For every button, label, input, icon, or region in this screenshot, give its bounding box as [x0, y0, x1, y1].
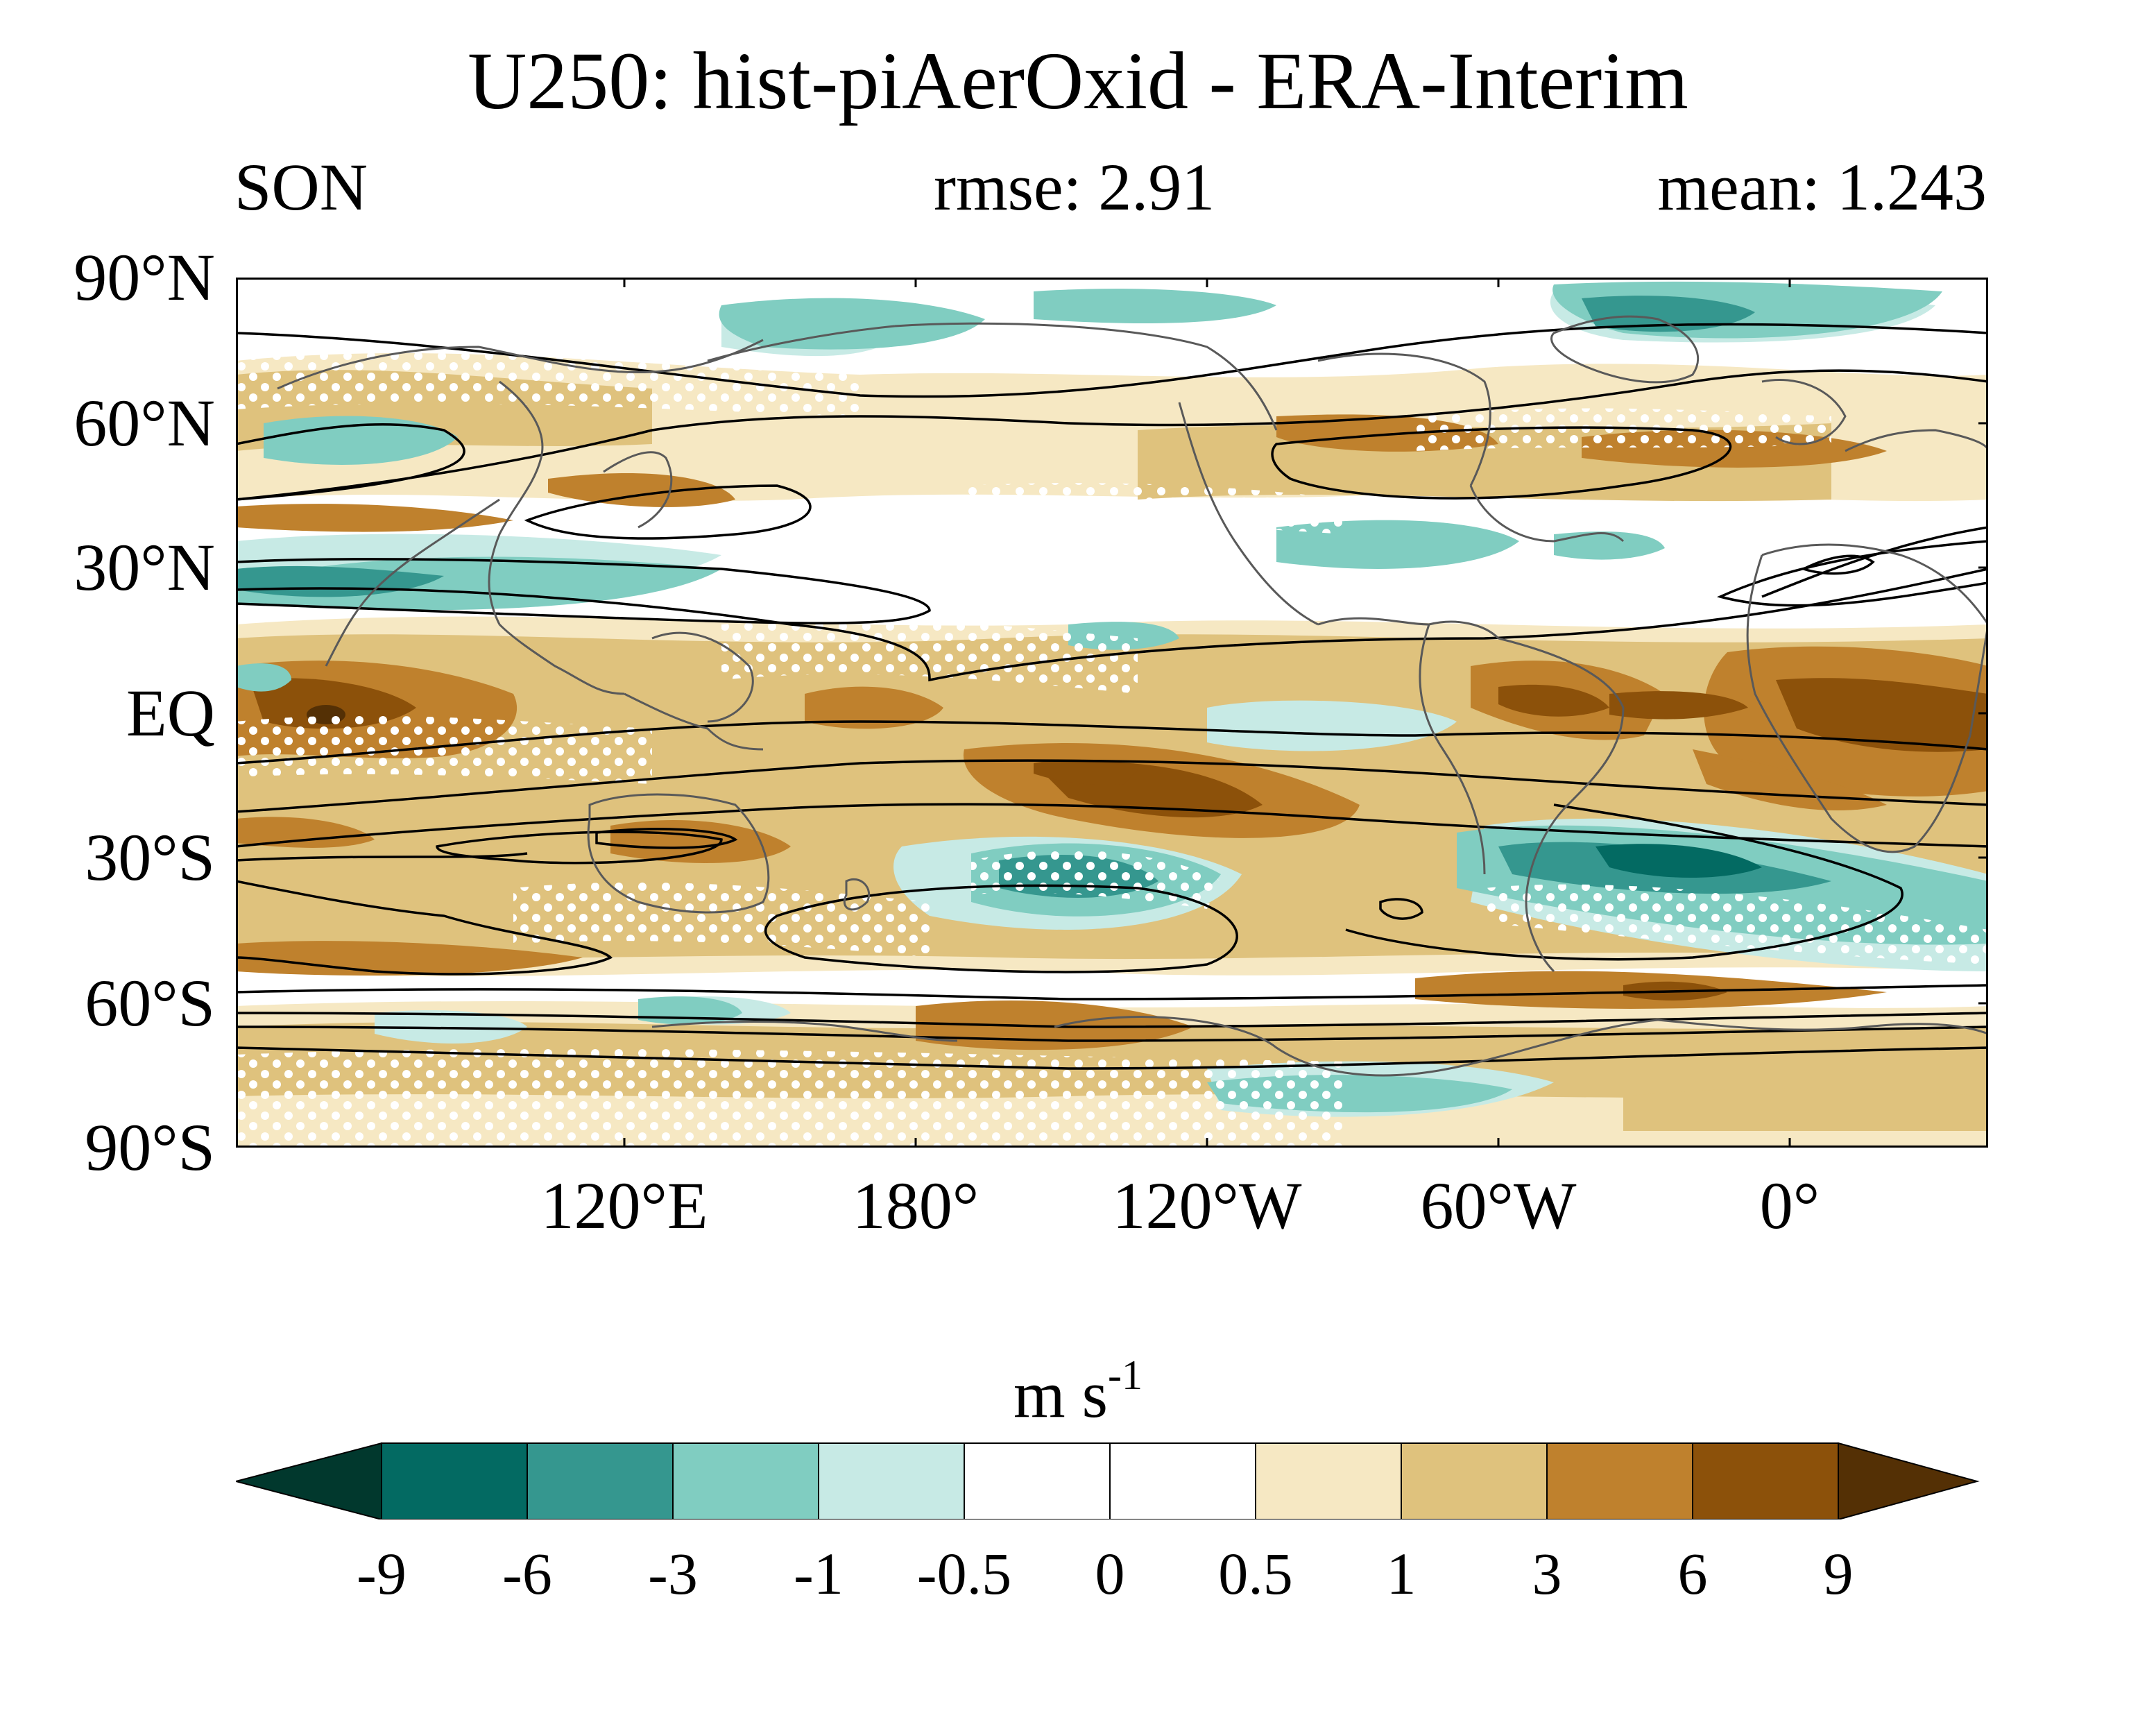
coastlines: [277, 315, 1988, 1077]
lon-label-180: 180°: [852, 1168, 979, 1243]
lat-label-eq: EQ: [126, 676, 215, 750]
lon-label-60w: 60°W: [1420, 1168, 1577, 1243]
colorbar-box: [1401, 1442, 1548, 1519]
lat-label-60s: 60°S: [85, 966, 215, 1040]
colorbar-tick-label: -1: [794, 1540, 844, 1607]
colorbar-tick-label: 6: [1677, 1540, 1708, 1607]
lon-label-0: 0°: [1759, 1168, 1820, 1243]
lat-label-30s: 30°S: [85, 820, 215, 894]
colorbar-extend-low: [236, 1442, 382, 1519]
colorbar-tick-label: -0.5: [916, 1540, 1012, 1607]
map-panel: [236, 278, 1988, 1148]
colorbar-box: [1546, 1442, 1693, 1519]
colorbar-tick-label: 3: [1532, 1540, 1562, 1607]
colorbar-box: [381, 1442, 528, 1519]
rmse-label: rmse: 2.91: [934, 150, 1215, 224]
colorbar: [236, 1442, 1980, 1519]
climatology-contours: [236, 323, 1988, 1070]
colorbar-box: [1692, 1442, 1839, 1519]
significance-stipple: [236, 342, 1988, 1148]
units-exponent: -1: [1108, 1352, 1143, 1398]
lat-label-60n: 60°N: [74, 386, 215, 460]
colorbar-tick-label: 1: [1386, 1540, 1417, 1607]
lon-label-120e: 120°E: [540, 1168, 708, 1243]
colorbar-tick-label: 0: [1095, 1540, 1125, 1607]
axis-ticks: [623, 278, 1988, 1148]
colorbar-tick-label: 0.5: [1218, 1540, 1293, 1607]
colorbar-tick-label: -9: [357, 1540, 407, 1607]
colorbar-box: [1255, 1442, 1402, 1519]
colorbar-box: [1109, 1442, 1256, 1519]
lat-label-90n: 90°N: [74, 240, 215, 314]
colorbar-box: [964, 1442, 1111, 1519]
lat-label-30n: 30°N: [74, 530, 215, 604]
colorbar-tick-label: -3: [648, 1540, 698, 1607]
colorbar-tick-label: -6: [502, 1540, 552, 1607]
lon-label-120w: 120°W: [1112, 1168, 1302, 1243]
season-label: SON: [234, 150, 368, 224]
colorbar-extend-high: [1838, 1442, 1980, 1519]
lat-label-90s: 90°S: [85, 1110, 215, 1184]
colorbar-units: m s-1: [0, 1354, 2156, 1428]
mean-label: mean: 1.243: [1657, 150, 1987, 224]
colorbar-box: [672, 1442, 819, 1519]
units-base: m s: [1013, 1357, 1109, 1431]
colorbar-box: [818, 1442, 965, 1519]
colorbar-box: [527, 1442, 674, 1519]
chart-title: U250: hist-piAerOxid - ERA-Interim: [468, 35, 1688, 126]
colorbar-tick-label: 9: [1823, 1540, 1854, 1607]
